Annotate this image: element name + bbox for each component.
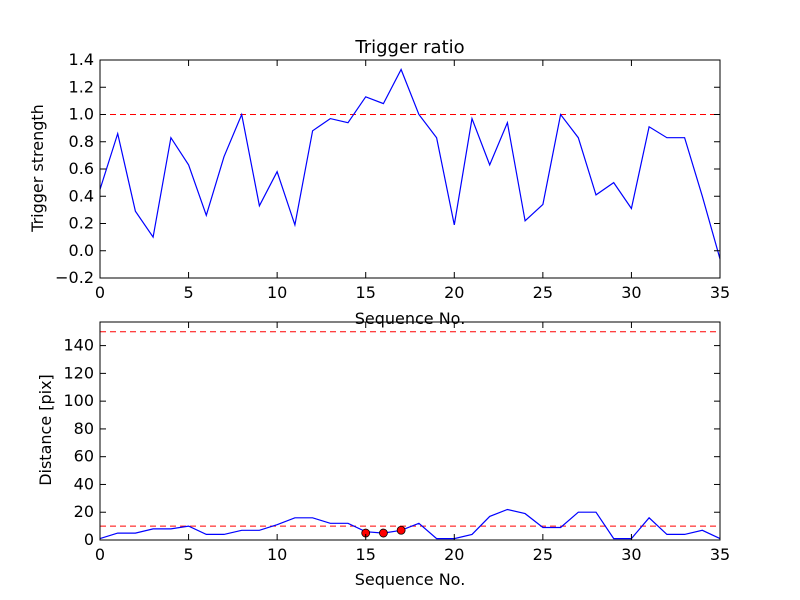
trigger-ratio-panel: Trigger ratio Sequence No. Trigger stren…: [28, 37, 730, 328]
x-tick-label: 35: [710, 545, 730, 564]
y-tick-label: 0.2: [69, 214, 94, 233]
y-tick-label: 1.0: [69, 105, 94, 124]
y-tick-label: −0.2: [55, 268, 94, 287]
series-line-0: [99, 508, 721, 540]
highlight-point: [379, 528, 388, 538]
axes-frame: [99, 321, 721, 541]
y-tick-label: 0: [84, 530, 94, 549]
x-tick-label: 15: [356, 545, 376, 564]
x-tick-label: 20: [444, 545, 464, 564]
y-tick-label: 20: [74, 502, 94, 521]
x-tick-label: 20: [444, 283, 464, 302]
x-tick-label: 25: [533, 283, 553, 302]
y-tick-label: 120: [63, 363, 94, 382]
y-tick-label: 40: [74, 474, 94, 493]
series-line-0: [99, 68, 721, 260]
top-chart-title: Trigger ratio: [354, 37, 464, 58]
y-tick-label: 0.4: [69, 186, 94, 205]
x-tick-label: 30: [621, 545, 641, 564]
x-tick-label: 35: [710, 283, 730, 302]
y-tick-label: 0.6: [69, 159, 94, 178]
x-tick-label: 30: [621, 283, 641, 302]
bottom-x-axis-label: Sequence No.: [355, 570, 466, 589]
y-tick-label: 0.0: [69, 241, 94, 260]
x-tick-label: 10: [267, 545, 287, 564]
x-tick-label: 10: [267, 283, 287, 302]
highlight-point: [396, 525, 406, 535]
y-tick-label: 100: [63, 391, 94, 410]
x-tick-label: 5: [183, 283, 193, 302]
y-tick-label: 60: [74, 447, 94, 466]
x-tick-label: 15: [356, 283, 376, 302]
y-tick-label: 1.4: [69, 50, 94, 69]
distance-panel: Sequence No. Distance [pix] 0 5 10 15 20 25 30…: [36, 321, 730, 589]
x-tick-label: 25: [533, 545, 553, 564]
y-tick-label: 80: [74, 419, 94, 438]
top-y-axis-label: Trigger strength: [28, 104, 47, 233]
top-x-axis-label: Sequence No.: [355, 309, 466, 328]
x-tick-label: 0: [95, 283, 105, 302]
x-tick-label: 5: [183, 545, 193, 564]
y-tick-label: 0.8: [69, 132, 94, 151]
y-tick-label: 140: [63, 336, 94, 355]
y-tick-label: 1.2: [69, 77, 94, 96]
x-tick-label: 0: [95, 545, 105, 564]
bottom-y-axis-label: Distance [pix]: [36, 374, 55, 486]
